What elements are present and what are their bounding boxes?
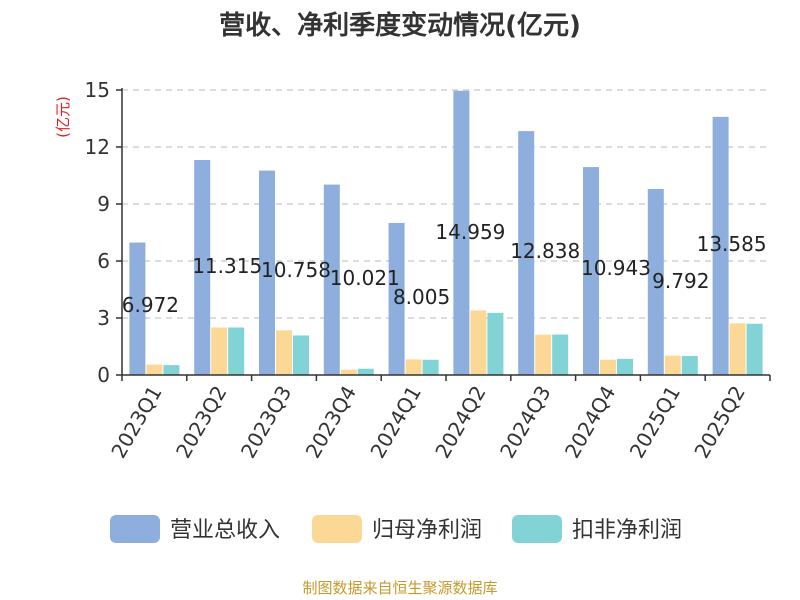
data-label-2025Q1: 9.792 [652,269,709,293]
data-label-2024Q3: 12.838 [510,239,580,263]
y-axis-label: (亿元) [54,96,72,138]
data-label-2025Q2: 13.585 [697,232,767,256]
bar-1-2024Q3 [518,131,535,375]
legend-label-3: 扣非净利润 [572,518,682,543]
data-label-2024Q1: 8.005 [393,285,450,309]
x-tick-label: 2023Q3 [236,382,296,463]
bar-2-2023Q4 [340,369,357,375]
x-tick-label: 2025Q1 [625,382,685,463]
bar-2-2025Q2 [729,323,746,375]
bar-2-2023Q1 [146,364,163,375]
bar-layer [129,90,763,376]
y-tick-label: 12 [85,135,110,159]
legend-label-1: 营业总收入 [170,518,280,543]
y-tick-label: 3 [97,306,110,330]
source-note: 制图数据来自恒生聚源数据库 [302,579,497,597]
bar-1-2023Q4 [323,184,340,375]
legend-swatch-3 [512,515,562,543]
bar-1-2024Q1 [388,222,405,375]
bar-3-2023Q4 [357,368,374,375]
bar-2-2024Q4 [600,359,616,375]
bar-1-2023Q2 [194,160,211,375]
bar-3-2024Q3 [552,334,569,375]
bar-3-2023Q3 [293,335,309,375]
bar-3-2024Q1 [422,359,439,375]
legend-swatch-2 [312,515,362,543]
bar-3-2023Q2 [228,327,245,375]
data-label-2023Q3: 10.758 [261,258,331,282]
bar-2-2023Q2 [211,327,228,375]
x-tick-label: 2024Q4 [560,382,620,463]
bar-2-2023Q3 [276,330,292,375]
x-tick-label: 2023Q2 [171,382,231,463]
y-tick-label: 9 [97,192,110,216]
bar-1-2024Q2 [453,90,470,376]
y-tick-label: 15 [85,78,110,102]
bar-2-2024Q3 [535,334,552,375]
data-label-2023Q1: 6.972 [122,293,179,317]
legend-label-2: 归母净利润 [372,518,482,543]
legend: 营业总收入 归母净利润 扣非净利润 [110,515,682,543]
data-label-2024Q2: 14.959 [435,220,505,244]
bar-1-2025Q2 [712,116,729,375]
bar-2-2024Q2 [470,310,487,375]
chart-title: 营收、净利季度变动情况(亿元) [219,10,581,41]
y-tick-label: 6 [97,249,110,273]
bar-1-2025Q1 [647,188,664,375]
bar-1-2023Q1 [129,242,146,375]
bar-1-2023Q3 [259,170,275,375]
x-tick-label: 2024Q3 [495,382,555,463]
x-tick-label: 2024Q2 [430,382,490,463]
bar-1-2024Q4 [583,167,599,375]
x-tick-label: 2023Q4 [301,382,361,463]
data-label-2023Q2: 11.315 [192,254,262,278]
bar-2-2025Q1 [664,355,681,375]
y-tick-label: 0 [97,363,110,387]
x-tick-label: 2023Q1 [106,382,166,463]
bar-3-2024Q4 [617,358,633,375]
bar-3-2024Q2 [487,312,504,375]
bar-3-2025Q1 [681,356,698,375]
data-label-2024Q4: 10.943 [581,256,651,280]
bar-3-2023Q1 [163,365,180,375]
data-label-2023Q4: 10.021 [330,266,400,290]
legend-swatch-1 [110,515,160,543]
bar-2-2024Q1 [405,359,422,375]
bar-3-2025Q2 [746,323,763,375]
x-tick-label: 2024Q1 [365,382,425,463]
x-tick-label: 2025Q2 [689,382,749,463]
